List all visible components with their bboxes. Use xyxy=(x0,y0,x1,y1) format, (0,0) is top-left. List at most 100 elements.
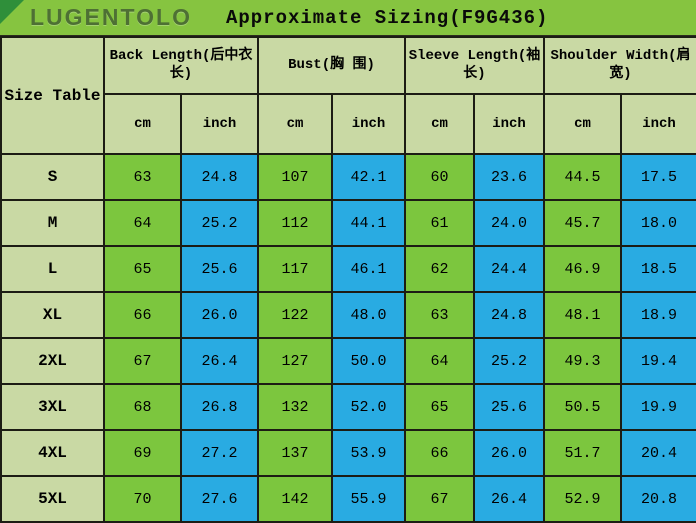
cell-value: 64 xyxy=(103,199,182,247)
cell-value: 44.1 xyxy=(331,199,406,247)
cell-value: 26.4 xyxy=(472,475,546,523)
cell-value: 68 xyxy=(103,383,182,431)
cell-value: 48.1 xyxy=(543,291,623,339)
unit-header: inch xyxy=(180,93,259,155)
cell-value: 66 xyxy=(103,291,182,339)
size-table: Size Table Back Length(后中衣长) Bust(胸 围) S… xyxy=(0,36,696,523)
column-group-sleeve-length: Sleeve Length(袖 长) xyxy=(403,36,546,95)
cell-value: 24.0 xyxy=(472,199,546,247)
cell-value: 27.6 xyxy=(180,475,259,523)
column-group-bust: Bust(胸 围) xyxy=(257,36,406,95)
column-group-shoulder-width: Shoulder Width(肩宽) xyxy=(543,36,696,95)
cell-value: 26.4 xyxy=(180,337,259,385)
unit-header: cm xyxy=(103,93,182,155)
table-row: M 64 25.2 112 44.1 61 24.0 45.7 18.0 xyxy=(0,199,696,247)
cell-value: 62 xyxy=(404,245,475,293)
page-title: Approximate Sizing(F9G436) xyxy=(225,6,549,29)
size-label: XL xyxy=(0,291,105,339)
unit-header: cm xyxy=(543,93,623,155)
cell-value: 46.1 xyxy=(331,245,406,293)
cell-value: 63 xyxy=(404,291,475,339)
cell-value: 50.5 xyxy=(543,383,623,431)
cell-value: 52.9 xyxy=(543,475,623,523)
table-row: S 63 24.8 107 42.1 60 23.6 44.5 17.5 xyxy=(0,153,696,201)
cell-value: 23.6 xyxy=(472,153,546,201)
table-row: 5XL 70 27.6 142 55.9 67 26.4 52.9 20.8 xyxy=(0,475,696,523)
cell-value: 46.9 xyxy=(543,245,623,293)
cell-value: 66 xyxy=(404,429,475,477)
cell-value: 127 xyxy=(257,337,333,385)
cell-value: 107 xyxy=(257,153,333,201)
cell-value: 24.8 xyxy=(472,291,546,339)
cell-value: 26.8 xyxy=(180,383,259,431)
table-row: XL 66 26.0 122 48.0 63 24.8 48.1 18.9 xyxy=(0,291,696,339)
cell-value: 65 xyxy=(404,383,475,431)
cell-value: 132 xyxy=(257,383,333,431)
unit-header: inch xyxy=(472,93,546,155)
group-header-row: Size Table Back Length(后中衣长) Bust(胸 围) S… xyxy=(0,36,696,155)
unit-header: cm xyxy=(257,93,333,155)
size-label: 2XL xyxy=(0,337,105,385)
cell-value: 137 xyxy=(257,429,333,477)
cell-value: 25.2 xyxy=(180,199,259,247)
cell-value: 117 xyxy=(257,245,333,293)
corner-fold-icon xyxy=(0,0,24,24)
cell-value: 67 xyxy=(404,475,475,523)
table-row: 4XL 69 27.2 137 53.9 66 26.0 51.7 20.4 xyxy=(0,429,696,477)
cell-value: 20.8 xyxy=(620,475,696,523)
cell-value: 25.2 xyxy=(472,337,546,385)
cell-value: 69 xyxy=(103,429,182,477)
cell-value: 45.7 xyxy=(543,199,623,247)
cell-value: 24.4 xyxy=(472,245,546,293)
cell-value: 42.1 xyxy=(331,153,406,201)
table-row: 2XL 67 26.4 127 50.0 64 25.2 49.3 19.4 xyxy=(0,337,696,385)
cell-value: 61 xyxy=(404,199,475,247)
size-label: S xyxy=(0,153,105,201)
cell-value: 44.5 xyxy=(543,153,623,201)
cell-value: 48.0 xyxy=(331,291,406,339)
cell-value: 26.0 xyxy=(472,429,546,477)
size-label: M xyxy=(0,199,105,247)
size-label: 4XL xyxy=(0,429,105,477)
table-row: L 65 25.6 117 46.1 62 24.4 46.9 18.5 xyxy=(0,245,696,293)
cell-value: 67 xyxy=(103,337,182,385)
cell-value: 25.6 xyxy=(472,383,546,431)
cell-value: 27.2 xyxy=(180,429,259,477)
cell-value: 60 xyxy=(404,153,475,201)
cell-value: 63 xyxy=(103,153,182,201)
cell-value: 19.9 xyxy=(620,383,696,431)
cell-value: 26.0 xyxy=(180,291,259,339)
unit-header: inch xyxy=(331,93,406,155)
cell-value: 51.7 xyxy=(543,429,623,477)
unit-header: cm xyxy=(404,93,475,155)
cell-value: 65 xyxy=(103,245,182,293)
cell-value: 50.0 xyxy=(331,337,406,385)
cell-value: 18.0 xyxy=(620,199,696,247)
cell-value: 17.5 xyxy=(620,153,696,201)
cell-value: 25.6 xyxy=(180,245,259,293)
cell-value: 24.8 xyxy=(180,153,259,201)
size-label: 5XL xyxy=(0,475,105,523)
cell-value: 52.0 xyxy=(331,383,406,431)
table-row: 3XL 68 26.8 132 52.0 65 25.6 50.5 19.9 xyxy=(0,383,696,431)
cell-value: 122 xyxy=(257,291,333,339)
cell-value: 55.9 xyxy=(331,475,406,523)
cell-value: 142 xyxy=(257,475,333,523)
cell-value: 112 xyxy=(257,199,333,247)
size-label: L xyxy=(0,245,105,293)
cell-value: 49.3 xyxy=(543,337,623,385)
cell-value: 19.4 xyxy=(620,337,696,385)
unit-header: inch xyxy=(620,93,696,155)
column-group-back-length: Back Length(后中衣长) xyxy=(103,36,259,95)
cell-value: 18.9 xyxy=(620,291,696,339)
corner-header: Size Table xyxy=(0,36,105,155)
unit-header-row: cm inch cm inch cm inch cm inch xyxy=(1,93,696,155)
cell-value: 18.5 xyxy=(620,245,696,293)
cell-value: 70 xyxy=(103,475,182,523)
cell-value: 53.9 xyxy=(331,429,406,477)
brand-logo: LUGENTOLO xyxy=(30,4,192,30)
cell-value: 20.4 xyxy=(620,429,696,477)
size-label: 3XL xyxy=(0,383,105,431)
header-bar: LUGENTOLO Approximate Sizing(F9G436) xyxy=(0,0,696,36)
cell-value: 64 xyxy=(404,337,475,385)
